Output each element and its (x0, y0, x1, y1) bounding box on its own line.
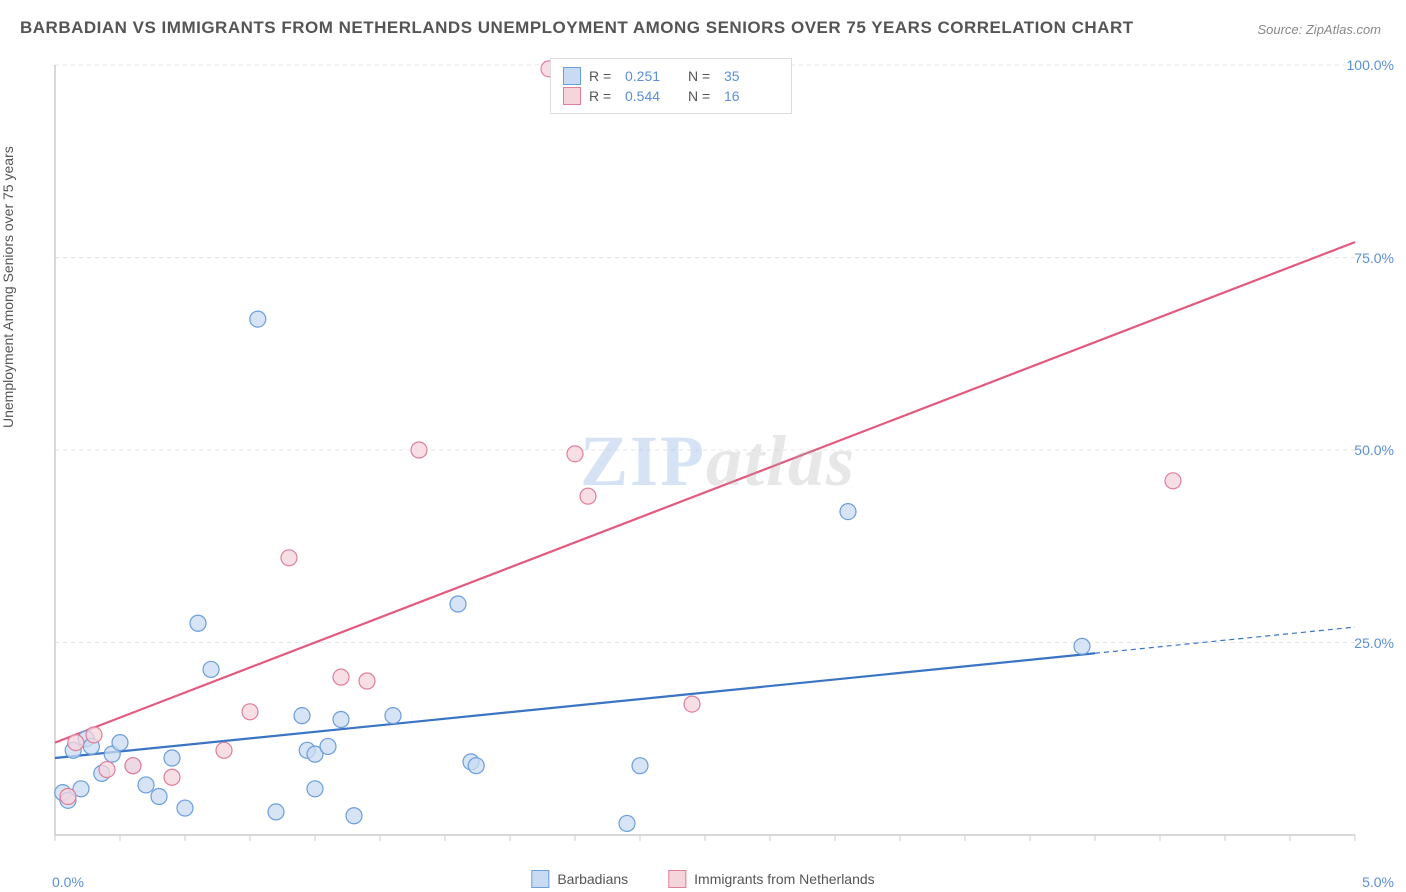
source-credit: Source: ZipAtlas.com (1257, 22, 1381, 37)
legend-label: Immigrants from Netherlands (694, 871, 875, 887)
y-tick-label: 75.0% (1354, 250, 1394, 266)
legend-swatch (563, 87, 581, 105)
legend-item: Barbadians (531, 870, 628, 888)
correlation-row: R = 0.544 N = 16 (563, 87, 779, 105)
legend-item: Immigrants from Netherlands (668, 870, 875, 888)
legend-label: Barbadians (557, 871, 628, 887)
n-value: 16 (724, 88, 779, 104)
bottom-legend: Barbadians Immigrants from Netherlands (531, 870, 874, 888)
r-value: 0.251 (625, 68, 680, 84)
n-label: N = (688, 88, 716, 104)
y-tick-label: 25.0% (1354, 635, 1394, 651)
chart-title: BARBADIAN VS IMMIGRANTS FROM NETHERLANDS… (20, 18, 1134, 38)
x-max-label: 5.0% (1362, 874, 1394, 890)
correlation-row: R = 0.251 N = 35 (563, 67, 779, 85)
r-label: R = (589, 88, 617, 104)
legend-swatch (531, 870, 549, 888)
legend-swatch (563, 67, 581, 85)
x-origin-label: 0.0% (52, 874, 84, 890)
r-label: R = (589, 68, 617, 84)
y-tick-label: 100.0% (1347, 57, 1394, 73)
correlation-legend: R = 0.251 N = 35 R = 0.544 N = 16 (550, 58, 792, 114)
r-value: 0.544 (625, 88, 680, 104)
chart-area (50, 55, 1380, 855)
y-tick-label: 50.0% (1354, 442, 1394, 458)
n-label: N = (688, 68, 716, 84)
y-axis-label: Unemployment Among Seniors over 75 years (0, 146, 16, 428)
legend-swatch (668, 870, 686, 888)
scatter-plot-svg (50, 55, 1375, 855)
n-value: 35 (724, 68, 779, 84)
